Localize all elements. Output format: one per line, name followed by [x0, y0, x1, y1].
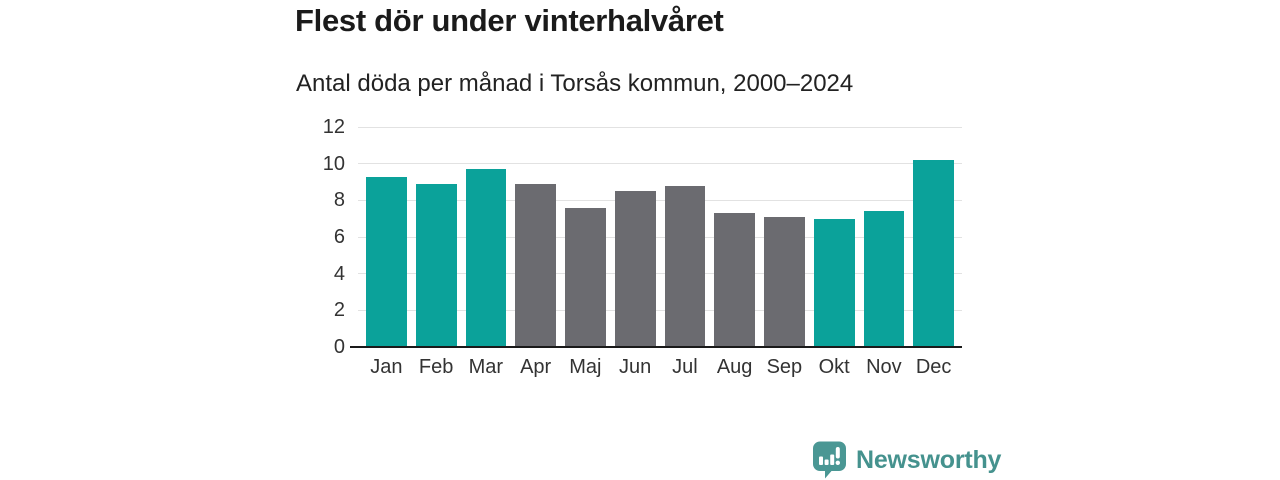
plot-area — [350, 126, 962, 348]
x-axis-line — [350, 346, 962, 348]
bar-okt — [813, 218, 855, 347]
y-tick-label-6: 6 — [333, 226, 345, 248]
bar-aug — [714, 213, 755, 347]
gridline-y8 — [358, 199, 962, 201]
x-tick-label-aug: Aug — [716, 356, 753, 378]
y-tick-label-12: 12 — [322, 116, 345, 138]
y-tick-label-0: 0 — [333, 336, 345, 358]
newsworthy-logo-text: Newsworthy — [856, 445, 1002, 474]
gridline-y10 — [358, 163, 962, 165]
gridline-y2 — [358, 309, 962, 311]
bar-dec — [913, 160, 954, 347]
x-tick-label-jun: Jun — [619, 356, 652, 378]
x-tick-label-mar: Mar — [468, 356, 504, 378]
x-axis-tick-labels: Jan Feb Mar Apr Maj Jun Jul Aug Sep Okt Nov Dec — [358, 356, 962, 379]
x-tick-label-apr: Apr — [520, 356, 552, 378]
bar-jun — [614, 191, 656, 347]
x-tick-label-maj: Maj — [569, 356, 602, 378]
x-tick-label-feb: Feb — [418, 356, 454, 378]
bar-jan — [366, 176, 407, 347]
gridline-y6 — [358, 236, 962, 238]
chart-title: Flest dör under vinterhalvåret — [295, 3, 724, 38]
x-tick-label-okt: Okt — [818, 356, 850, 378]
chart-subtitle: Antal döda per månad i Torsås kommun, 20… — [296, 70, 854, 97]
bar-mar — [465, 169, 507, 347]
y-tick-label-8: 8 — [333, 189, 345, 212]
bar-feb — [415, 183, 457, 347]
y-tick-label-4: 4 — [333, 262, 345, 285]
y-tick-label-2: 2 — [333, 299, 345, 322]
bar-maj — [565, 207, 606, 347]
x-tick-label-jan: Jan — [370, 356, 403, 378]
bar-nov — [863, 211, 905, 347]
bar-chart-speech-bubble-icon — [813, 441, 846, 479]
y-tick-label-10: 10 — [322, 152, 345, 175]
y-axis-tick-labels: 0 2 4 6 8 10 12 — [250, 117, 345, 357]
x-tick-label-nov: Nov — [866, 356, 902, 378]
bars-container — [358, 127, 962, 347]
x-tick-label-jul: Jul — [672, 356, 698, 378]
bar-sep — [764, 216, 805, 347]
gridline-y4 — [358, 273, 962, 275]
gridline-y12 — [358, 126, 962, 128]
bar-jul — [664, 185, 706, 347]
bar-apr — [515, 183, 556, 347]
newsworthy-logo: Newsworthy — [812, 441, 1001, 479]
x-tick-label-sep: Sep — [766, 356, 803, 378]
x-tick-label-dec: Dec — [915, 356, 952, 378]
